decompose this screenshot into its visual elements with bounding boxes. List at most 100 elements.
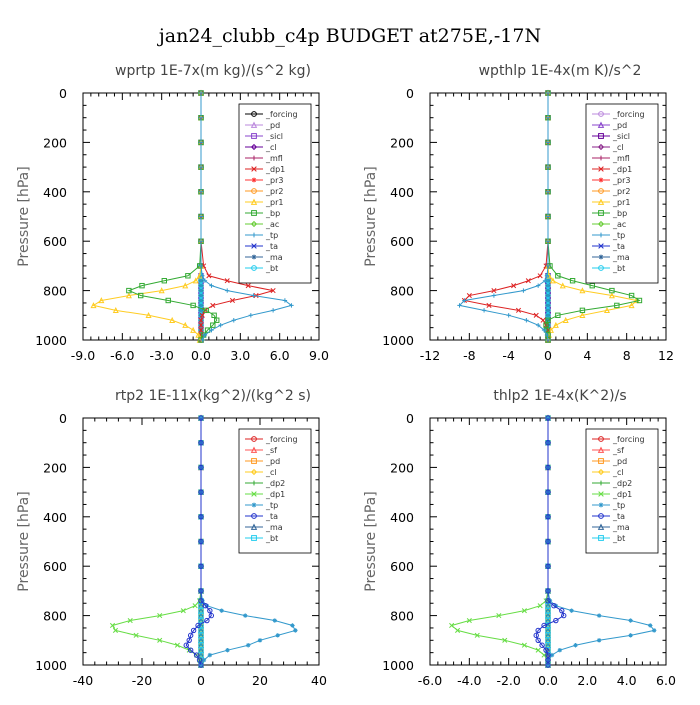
- data-point: [198, 317, 204, 323]
- data-point: [275, 633, 280, 638]
- legend-label: _tp: [265, 501, 278, 510]
- x-tick-label: 8: [623, 348, 631, 363]
- data-point: [524, 318, 529, 323]
- series-bp: [126, 90, 220, 343]
- data-point: [537, 603, 543, 609]
- data-point: [545, 292, 551, 299]
- data-point: [545, 297, 551, 304]
- legend-label: _ac: [265, 220, 279, 229]
- legend-label: _dp1: [265, 165, 285, 174]
- data-point: [127, 617, 133, 624]
- data-point: [198, 322, 204, 328]
- legend-label: _dp1: [612, 490, 632, 499]
- data-point: [199, 312, 205, 318]
- data-point: [559, 607, 565, 614]
- data-point: [457, 303, 462, 308]
- legend-entry: _bt: [245, 264, 278, 273]
- data-point: [198, 588, 204, 594]
- data-point: [289, 303, 294, 308]
- x-tick-label: 0.0: [191, 348, 211, 363]
- legend-marker: [251, 502, 257, 508]
- data-point: [158, 287, 165, 294]
- x-tick-label: -12: [420, 348, 440, 363]
- legend-entry: _pd: [245, 121, 280, 130]
- y-tick-label: 600: [43, 234, 67, 249]
- legend-marker: [251, 254, 257, 260]
- data-point: [496, 613, 502, 619]
- data-point: [545, 612, 551, 619]
- x-tick-label: 2.0: [577, 673, 597, 688]
- x-tick-label: -4.0: [457, 673, 481, 688]
- data-point: [200, 598, 205, 603]
- legend-label: _ta: [265, 242, 278, 251]
- legend-marker: [250, 121, 258, 128]
- data-point: [198, 563, 204, 569]
- data-point: [187, 647, 194, 653]
- data-point: [545, 637, 551, 643]
- data-point: [198, 90, 204, 96]
- data-point: [190, 302, 196, 309]
- legend-label: _ma: [612, 523, 630, 532]
- data-point: [545, 90, 551, 96]
- data-point: [540, 317, 546, 323]
- data-point: [506, 313, 511, 318]
- data-point: [569, 278, 576, 284]
- legend-marker: [598, 436, 604, 442]
- legend-marker: [598, 166, 604, 172]
- legend-entry: _pd: [592, 121, 627, 130]
- data-point: [652, 628, 657, 633]
- legend-entry: _cl: [245, 143, 277, 152]
- data-point: [210, 302, 216, 308]
- legend: _forcing _pd _sicl _cl _mfl _dp1 _pr3 _pr2 _pr1 _…: [238, 103, 312, 284]
- series-line: [200, 93, 293, 341]
- legend-marker: [598, 254, 604, 260]
- data-point: [198, 632, 204, 639]
- data-point: [449, 622, 455, 629]
- data-point: [541, 622, 547, 629]
- data-point: [545, 239, 551, 244]
- legend-marker: [251, 188, 257, 194]
- legend-label: _mfl: [265, 154, 283, 163]
- data-point: [525, 278, 531, 284]
- x-tick-label: -2.0: [496, 673, 520, 688]
- data-point: [125, 292, 132, 299]
- y-tick-label: 800: [390, 284, 414, 299]
- legend-label: _sicl: [612, 132, 630, 141]
- legend-label: _sf: [612, 446, 624, 455]
- legend-label: _dp2: [265, 479, 285, 488]
- data-point: [579, 287, 586, 294]
- series-tp: [457, 90, 551, 343]
- data-point: [231, 318, 236, 323]
- data-point: [169, 316, 176, 323]
- data-point: [502, 637, 508, 643]
- data-point: [202, 603, 209, 609]
- data-point: [545, 214, 551, 219]
- legend-label: _cl: [612, 143, 624, 152]
- legend-entry: _pr2: [245, 187, 283, 196]
- legend-entry: _tp: [245, 501, 278, 510]
- y-tick-label: 0: [59, 86, 67, 101]
- legend-entry: _pd: [245, 457, 280, 466]
- data-point: [198, 214, 204, 219]
- data-point: [204, 617, 210, 624]
- data-point: [198, 415, 204, 421]
- data-point: [211, 312, 217, 319]
- data-point: [198, 607, 204, 614]
- x-tick-label: -6.0: [110, 348, 134, 363]
- y-tick-label: 0: [406, 411, 414, 426]
- data-point: [545, 464, 551, 471]
- legend-entry: _sicl: [245, 132, 283, 141]
- data-point: [198, 642, 204, 648]
- legend-entry: _ta: [592, 242, 625, 251]
- legend-marker: [598, 133, 604, 139]
- data-point: [545, 307, 551, 314]
- legend-marker: [598, 111, 604, 117]
- legend-marker: [597, 198, 605, 205]
- data-point: [545, 538, 551, 545]
- data-point: [198, 617, 204, 624]
- data-point: [196, 657, 203, 663]
- legend-label: _forcing: [265, 110, 298, 119]
- data-point: [549, 652, 555, 658]
- data-point: [282, 298, 288, 303]
- legend-entry: _pr2: [592, 187, 630, 196]
